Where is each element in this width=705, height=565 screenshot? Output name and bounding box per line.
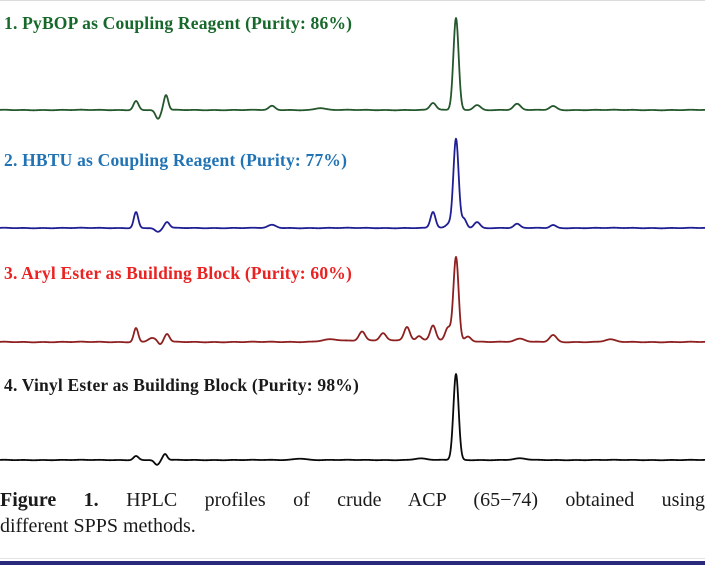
caption-line-1: Figure 1. HPLC profiles of crude ACP (65… (0, 487, 705, 513)
top-hairline-rule (0, 0, 705, 1)
caption-line1-text: HPLC profiles of crude ACP (65−74) obtai… (126, 489, 705, 511)
chromatogram-band-4: 4. Vinyl Ester as Building Block (Purity… (0, 357, 705, 478)
trace-label-2: 2. HBTU as Coupling Reagent (Purity: 77%… (4, 150, 348, 170)
hplc-trace-3 (0, 255, 705, 345)
figure-caption: Figure 1. HPLC profiles of crude ACP (65… (0, 487, 705, 539)
hplc-trace-1 (0, 17, 705, 120)
chromatogram-band-3: 3. Aryl Ester as Building Block (Purity:… (0, 243, 705, 357)
hplc-trace-2 (0, 137, 705, 233)
bottom-hairline-rule (0, 558, 705, 559)
bottom-navy-rule (0, 561, 705, 565)
caption-figure-label: Figure 1. (0, 489, 99, 511)
trace-label-4: 4. Vinyl Ester as Building Block (Purity… (4, 375, 360, 395)
chromatogram-band-1: 1. PyBOP as Coupling Reagent (Purity: 86… (0, 0, 705, 128)
hplc-trace-4 (0, 373, 705, 466)
trace-label-3: 3. Aryl Ester as Building Block (Purity:… (4, 263, 352, 283)
caption-line-2: different SPPS methods. (0, 515, 196, 537)
trace-label-1: 1. PyBOP as Coupling Reagent (Purity: 86… (4, 13, 353, 33)
chromatogram-band-2: 2. HBTU as Coupling Reagent (Purity: 77%… (0, 128, 705, 243)
